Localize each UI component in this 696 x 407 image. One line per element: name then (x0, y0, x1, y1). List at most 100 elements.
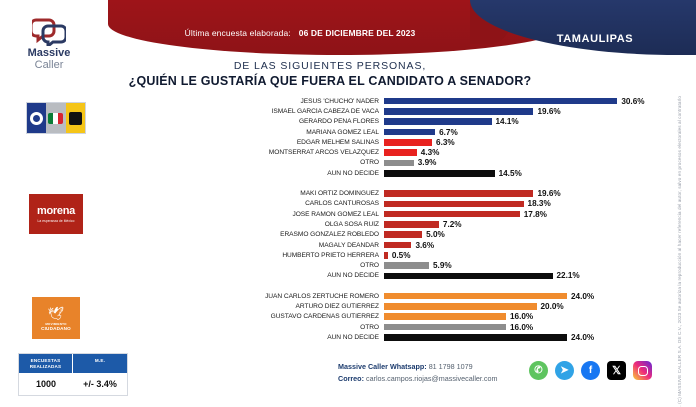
candidate-name: HUMBERTO PRIETO HERRERA (282, 251, 379, 259)
mc-logo-line1: MOVIMIENTO (45, 322, 67, 327)
result-value: 16.0% (510, 322, 534, 332)
contact-info: Massive Caller Whatsapp: 81 1798 1079 Co… (338, 361, 498, 385)
bar-area: 6.7% (384, 128, 696, 137)
result-bar (384, 169, 495, 177)
candidate-name: MAKI ORTIZ DOMÍNGUEZ (300, 190, 379, 198)
result-value: 3.6% (415, 240, 435, 250)
result-value: 5.0% (426, 230, 445, 240)
chart-row: GUSTAVO CÁRDENAS GUTIÉRREZ 16.0% (112, 312, 696, 322)
chart-row: OTRO 16.0% (112, 322, 696, 332)
result-bar (384, 272, 553, 280)
bar-area: 17.8% (384, 210, 696, 219)
party-group-rows: MAKI ORTIZ DOMÍNGUEZ 19.6% CARLOS CANTUROS… (112, 188, 696, 281)
result-bar (384, 231, 423, 238)
logo-text-massive: Massive (27, 47, 71, 59)
result-bar (384, 210, 520, 218)
bar-area: 22.1% (384, 271, 696, 280)
email-address[interactable]: carlos.campos.riojas@massivecaller.com (365, 373, 498, 383)
result-bar (384, 334, 567, 341)
candidate-name: AÚN NO DECIDE (327, 333, 379, 341)
candidate-name: MAGALY DEANDAR (318, 241, 379, 249)
chart-row: ARTURO DÍEZ GUTIÉRREZ 20.0% (112, 301, 696, 311)
candidate-name: MARIANA GÓMEZ LEAL (306, 128, 379, 136)
whatsapp-icon[interactable]: ✆ (529, 361, 548, 380)
x-twitter-icon[interactable]: 𝕏 (607, 361, 626, 380)
party-group-morena: morena La esperanza de México MAKI ORTIZ D… (0, 188, 696, 281)
result-value: 14.5% (498, 168, 522, 178)
result-bar (384, 139, 433, 146)
survey-date: Última encuesta elaborada: 06 DE DICIEMBR… (150, 28, 450, 38)
title-line-1: DE LAS SIGUIENTES PERSONAS, (233, 60, 427, 72)
result-bar (384, 200, 524, 208)
survey-date-label: Última encuesta elaborada: (184, 28, 291, 38)
chart-row: OTRO 3.9% (112, 158, 696, 168)
candidate-name: CARLOS CANTUROSAS (305, 200, 379, 208)
chart-row: OLGA SOSA RUÍZ 7.2% (112, 219, 696, 229)
chart-row: MONTSERRAT ARCOS VELÁZQUEZ 4.3% (112, 147, 696, 157)
chart-row: EDGAR MELHEM SALINAS 6.3% (112, 137, 696, 147)
bar-area: 18.3% (384, 199, 696, 208)
candidate-name: EDGAR MELHEM SALINAS (296, 138, 379, 146)
bar-area: 5.9% (384, 261, 696, 270)
massive-caller-logo: Massive Caller (14, 16, 84, 71)
chart-row: AÚN NO DECIDE 14.5% (112, 168, 696, 178)
result-value: 14.1% (495, 117, 519, 127)
stats-col2-header: M.E. (94, 358, 106, 363)
result-value: 30.6% (621, 96, 645, 106)
result-value: 24.0% (571, 332, 595, 342)
bar-area: 5.0% (384, 230, 696, 239)
result-bar (384, 118, 492, 126)
whatsapp-number[interactable]: 81 1798 1079 (428, 362, 473, 371)
mc-logo-line2: CIUDADANO (41, 326, 71, 332)
chart-row: JUAN CARLOS ZERTUCHE ROMERO 24.0% (112, 291, 696, 301)
candidate-name: ISMAEL GARCÍA CABEZA DE VACA (271, 107, 379, 115)
header-banner: Última encuesta elaborada: 06 DE DICIEMBR… (0, 0, 696, 62)
social-links: ✆ ➤ f 𝕏 (529, 361, 652, 380)
morena-logo-subtext: La esperanza de México (37, 218, 75, 223)
group-spacer (0, 178, 696, 188)
result-bar (384, 97, 618, 105)
candidate-name: OTRO (360, 323, 379, 331)
result-value: 24.0% (571, 291, 595, 301)
result-value: 18.3% (527, 199, 551, 209)
logo-text-caller: Caller (34, 58, 64, 71)
candidate-name: OTRO (360, 262, 379, 270)
bar-area: 24.0% (384, 333, 696, 342)
bar-area: 3.6% (384, 241, 696, 250)
stats-col1-header: ENCUESTAS REALIZADAS (19, 354, 73, 374)
instagram-icon[interactable] (633, 361, 652, 380)
result-value: 19.6% (537, 106, 561, 116)
bar-area: 30.6% (384, 97, 696, 106)
candidate-name: OTRO (360, 159, 379, 167)
candidate-name: AÚN NO DECIDE (327, 169, 379, 177)
poll-results-chart: JESÚS 'CHUCHO' NADER 30.6% ISMAEL GARCÍA C… (0, 96, 696, 343)
candidate-name: JOSÉ RAMON GÓMEZ LEAL (292, 210, 379, 218)
bar-area: 14.1% (384, 117, 696, 126)
party-logo-cell: morena La esperanza de México (0, 188, 112, 235)
result-value: 6.3% (436, 137, 455, 147)
candidate-name: GERARDO PEÑA FLORES (298, 118, 379, 126)
chart-row: CARLOS CANTUROSAS 18.3% (112, 199, 696, 209)
result-bar (384, 221, 439, 228)
morena-logo-text: morena (37, 205, 75, 218)
facebook-icon[interactable]: f (581, 361, 600, 380)
sample-stats-box: ENCUESTAS REALIZADAS M.E. 1000 +/- 3.4% (18, 353, 128, 397)
group-spacer (0, 281, 696, 291)
candidate-name: MONTSERRAT ARCOS VELÁZQUEZ (268, 149, 379, 157)
result-bar (384, 313, 506, 321)
result-value: 5.9% (432, 261, 452, 271)
result-value: 16.0% (510, 312, 534, 322)
bar-area: 3.9% (384, 158, 696, 167)
candidate-name: AÚN NO DECIDE (327, 272, 379, 280)
chart-row: MARIANA GÓMEZ LEAL 6.7% (112, 127, 696, 137)
chart-row: MAGALY DEANDAR 3.6% (112, 240, 696, 250)
result-bar (384, 128, 436, 136)
bar-area: 6.3% (384, 138, 696, 147)
bar-area: 19.6% (384, 189, 696, 198)
chart-row: AÚN NO DECIDE 24.0% (112, 332, 696, 342)
header-blue-panel (470, 0, 696, 55)
bar-area: 0.5% (384, 251, 696, 260)
party-logo-cell: 🕊 MOVIMIENTO CIUDADANO (0, 291, 112, 340)
candidate-name: JUAN CARLOS ZERTUCHE ROMERO (265, 292, 379, 300)
telegram-icon[interactable]: ➤ (555, 361, 574, 380)
